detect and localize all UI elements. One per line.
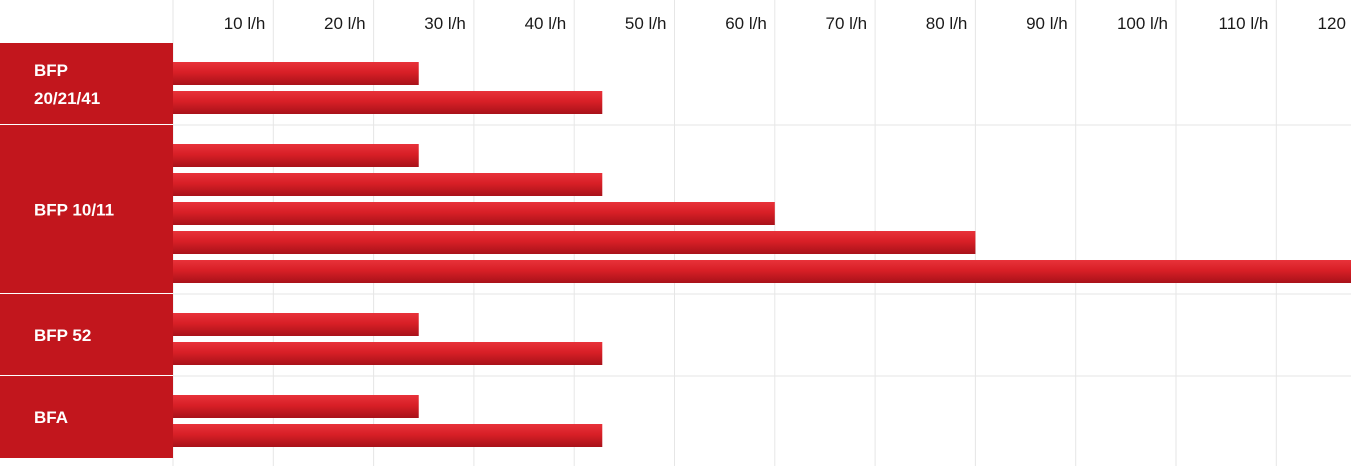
group-label: BFP 20/21/41 [34, 61, 100, 108]
x-tick-label: 100 l/h [1117, 14, 1168, 33]
x-tick-label: 80 l/h [926, 14, 968, 33]
bars [173, 62, 1351, 447]
bar [173, 260, 1351, 283]
group-label: BFA [34, 408, 68, 427]
x-tick-label: 110 l/h [1219, 14, 1269, 33]
x-tick-label: 60 l/h [725, 14, 767, 33]
bar [173, 91, 603, 114]
x-tick-label: 40 l/h [525, 14, 567, 33]
bar [173, 231, 976, 254]
x-tick-label: 20 l/h [324, 14, 366, 33]
x-axis-ticks: 10 l/h 20 l/h 30 l/h 40 l/h 50 l/h 60 l/h 70 l… [224, 14, 1351, 33]
bar [173, 202, 775, 225]
x-tick-label: 120 l/h [1318, 14, 1351, 33]
x-tick-label: 50 l/h [625, 14, 667, 33]
x-tick-label: 70 l/h [826, 14, 868, 33]
x-tick-label: 10 l/h [224, 14, 266, 33]
bar [173, 313, 419, 336]
group-label: BFP 52 [34, 326, 91, 345]
x-tick-label: 90 l/h [1026, 14, 1068, 33]
group-label-bg [0, 294, 173, 376]
bar [173, 395, 419, 418]
bar [173, 144, 419, 167]
group-label-bg [0, 376, 173, 458]
group-label: BFP 10/11 [34, 201, 114, 220]
bar [173, 173, 603, 196]
bar [173, 424, 603, 447]
group-label-bg [0, 43, 173, 125]
x-tick-label: 30 l/h [424, 14, 466, 33]
category-groups: BFP 20/21/41 BFP 10/11 BFP 52 BFA [0, 43, 1351, 458]
group-label-bg [0, 125, 173, 294]
bar [173, 62, 419, 85]
bar [173, 342, 603, 365]
